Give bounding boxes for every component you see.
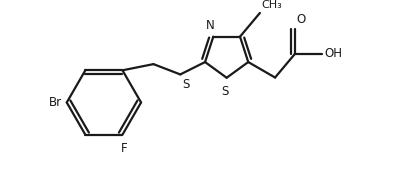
Text: OH: OH <box>323 47 341 60</box>
Text: CH₃: CH₃ <box>260 0 281 10</box>
Text: S: S <box>182 78 189 91</box>
Text: Br: Br <box>49 96 62 109</box>
Text: O: O <box>296 13 305 26</box>
Text: S: S <box>220 85 228 98</box>
Text: F: F <box>121 142 128 155</box>
Text: N: N <box>205 19 214 32</box>
